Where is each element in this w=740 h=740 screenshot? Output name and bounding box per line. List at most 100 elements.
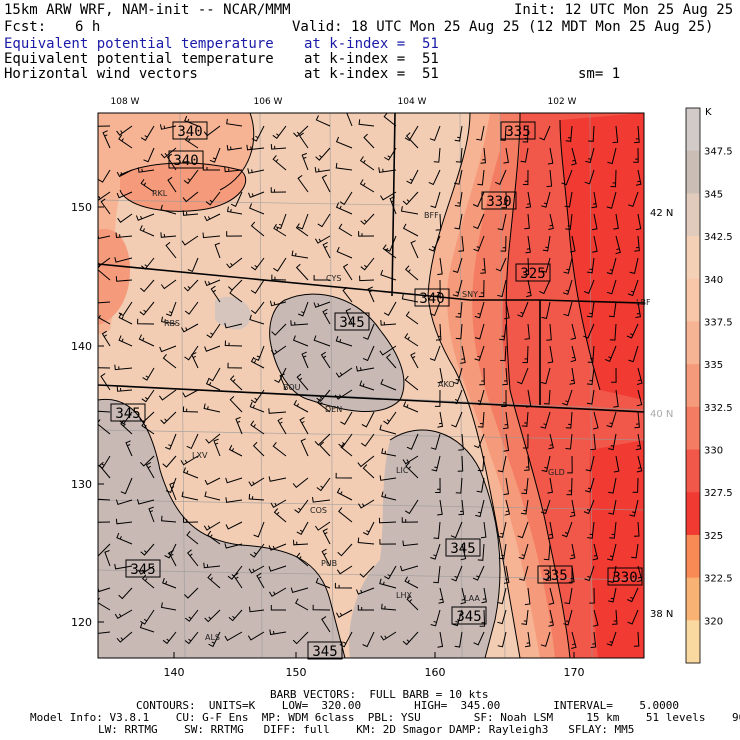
wind-barb [165,242,177,259]
wind-barb [608,565,617,583]
wind-barb [98,631,111,634]
wind-barb [205,378,221,391]
wind-barb [118,134,133,149]
wind-barb [137,167,155,173]
wind-barb [118,335,133,347]
colorbar-swatch [686,236,700,280]
wind-barb [334,389,353,400]
wind-barb [269,300,287,307]
wind-barb [183,279,199,292]
wind-barb [101,330,111,347]
wind-barb [270,605,286,611]
wind-barb [613,213,619,230]
wind-barb [180,455,199,466]
wind-barb [500,125,507,141]
wind-barb [315,577,331,589]
wind-barb [497,279,507,298]
wind-barb [525,235,531,254]
wind-barb [585,455,595,472]
wind-barb [116,169,133,178]
wind-barb [455,147,463,163]
wind-barb [270,144,287,150]
wind-barb [359,179,375,193]
station-als: ALS [205,633,220,642]
wind-barb [114,563,133,570]
wind-barb [379,475,397,481]
wind-barb [208,631,221,648]
wind-barb [476,125,485,141]
wind-barb [561,521,573,538]
wind-barb [457,455,464,472]
wind-barb [479,609,486,627]
wind-barb [571,147,577,166]
wind-barb [635,433,642,451]
wind-barb [291,250,309,259]
wind-barb [224,340,243,347]
axis-ticks [98,206,575,658]
contour-label: 340 [419,291,444,307]
wind-barb [145,461,155,479]
wind-barb [406,595,419,611]
wind-barb [339,191,353,206]
wind-barb [298,132,309,149]
wind-barb [268,565,287,572]
wind-barb [247,631,265,641]
colorbar-swatch [686,278,700,322]
wind-barb [160,232,177,238]
wind-barb [295,223,309,237]
wind-barb [137,318,155,325]
wind-barb [116,386,133,392]
wind-barb [250,257,265,271]
wind-barb [98,169,111,183]
wind-barb [541,191,551,208]
wind-barb [606,279,617,295]
field-name-3: Horizontal wind vectors [4,66,198,82]
wind-barb [435,323,442,341]
wind-barb [525,191,532,209]
wind-barb [451,411,463,428]
wind-barb [362,345,375,362]
wind-barb [495,257,507,272]
wind-barb [500,345,507,362]
contour-label: 325 [520,266,545,282]
wind-barb [140,257,155,270]
wind-barb [497,521,507,538]
wind-barb [359,275,375,282]
wind-barb [249,543,265,558]
wind-barb [547,521,554,540]
wind-barb [476,477,485,493]
wind-barb [606,191,617,209]
wind-barb [592,609,599,627]
wind-barb [378,517,397,524]
wind-barb [116,191,133,199]
wind-barb [518,543,529,560]
wind-barb [117,213,133,224]
colorbar-label: 337.5 [704,317,733,328]
station-sny: SNY [462,290,478,299]
wind-barb [546,323,552,341]
wind-barb [561,169,573,186]
wind-barb [389,196,397,215]
wind-barb [452,609,463,627]
x-tick-150: 150 [286,666,307,679]
wind-barb [162,455,177,468]
wind-barb [565,125,573,142]
wind-barb [545,565,552,581]
wind-barb [253,345,265,361]
wind-barb [206,323,221,339]
contour-label-box [168,150,204,169]
wind-barb [98,498,111,501]
wind-barb [248,565,265,574]
wind-barb [290,587,309,594]
wind-barb [499,323,507,341]
wind-barb [500,235,507,252]
wind-barb [430,543,441,560]
wind-barb [251,125,265,142]
wind-barb [228,609,243,622]
wind-barb [608,301,617,318]
wind-barb [455,323,463,340]
wind-barb [229,375,243,391]
wind-barb [635,301,641,318]
wind-barb [268,408,287,414]
model-title: 15km ARW WRF, NAM-init -- NCAR/MMM [4,2,291,18]
